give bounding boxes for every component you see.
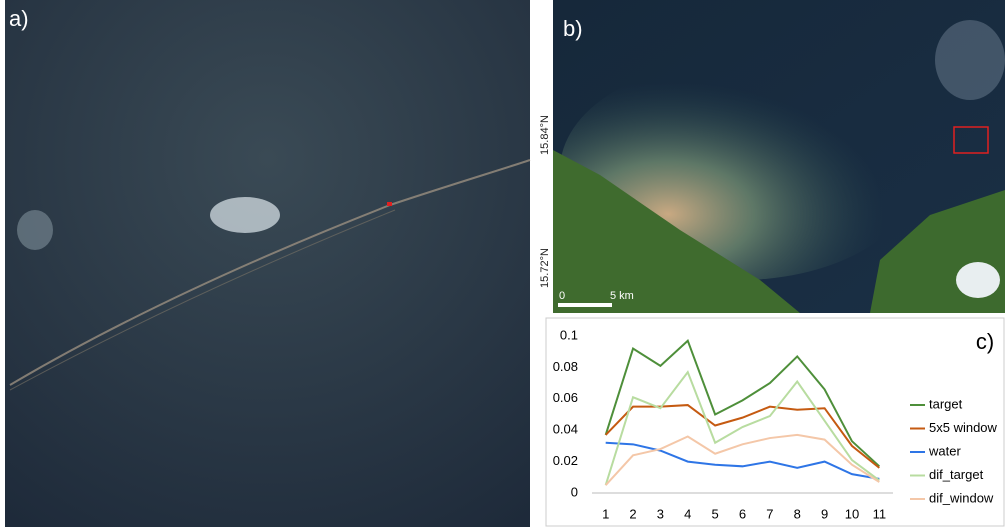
legend-label: target [929, 396, 963, 411]
y-tick-label: 0.04 [553, 422, 578, 437]
y-tick-label: 0.02 [553, 453, 578, 468]
x-tick-label: 10 [845, 506, 859, 521]
legend-label: dif_window [929, 490, 994, 505]
x-tick-label: 9 [821, 506, 828, 521]
x-tick-label: 8 [794, 506, 801, 521]
panel-label: b) [563, 16, 583, 41]
y-tick-label: 0.06 [553, 390, 578, 405]
y-tick-label: 0 [571, 484, 578, 499]
x-tick-label: 7 [766, 506, 773, 521]
panel-label: a) [9, 6, 29, 31]
image-a [5, 0, 530, 527]
scale-label: 5 km [610, 290, 634, 302]
x-tick-label: 3 [657, 506, 664, 521]
latitude-label: 15.84°N [539, 115, 551, 155]
legend-label: 5x5 window [929, 420, 998, 435]
legend-label: water [928, 443, 961, 458]
latitude-label: 15.72°N [539, 248, 551, 288]
x-tick-label: 11 [873, 506, 887, 521]
y-tick-label: 0.1 [560, 327, 578, 342]
panel-label: c) [976, 329, 994, 354]
legend-label: dif_target [929, 467, 984, 482]
x-tick-label: 5 [712, 506, 719, 521]
image-b [553, 0, 1005, 313]
x-tick-label: 1 [602, 506, 609, 521]
x-tick-label: 6 [739, 506, 746, 521]
scale-label: 0 [559, 290, 565, 302]
x-tick-label: 4 [684, 506, 691, 521]
figure: a) b) 15.84°N 15.72°N 0 5 km c) 0 0.02 0.0… [0, 0, 1005, 527]
x-tick-label: 2 [629, 506, 636, 521]
y-tick-label: 0.08 [553, 359, 578, 374]
